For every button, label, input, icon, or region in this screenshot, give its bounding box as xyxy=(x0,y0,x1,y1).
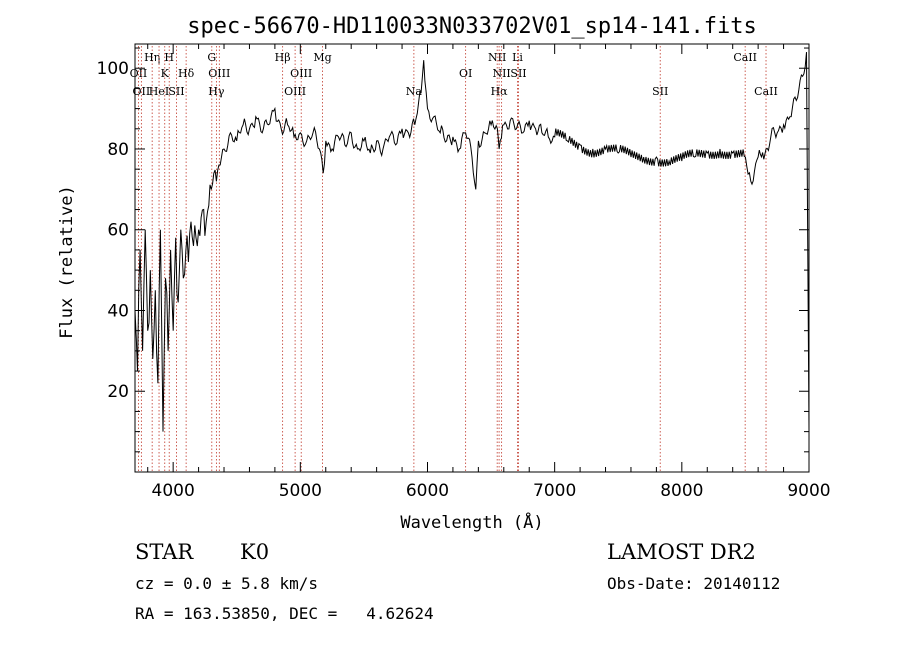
line-marker-label: Na xyxy=(406,85,423,98)
x-tick-label: 5000 xyxy=(279,481,322,501)
line-marker-label: HeI xyxy=(149,85,169,98)
object-class: STAR xyxy=(135,540,194,564)
y-axis-label: Flux (relative) xyxy=(57,185,77,339)
x-tick-label: 9000 xyxy=(787,481,830,501)
line-marker-label: SII xyxy=(510,67,526,80)
line-marker-label: Hβ xyxy=(275,51,291,64)
line-marker-label: K xyxy=(161,67,170,80)
line-marker-label: Hδ xyxy=(178,67,195,80)
chart-title: spec-56670-HD110033N033702V01_sp14-141.f… xyxy=(187,14,757,39)
line-marker-label: Hη xyxy=(144,51,160,64)
plot-frame xyxy=(134,43,810,473)
x-tick-label: 6000 xyxy=(406,481,449,501)
line-marker-label: G xyxy=(207,51,216,64)
object-subclass: K0 xyxy=(240,540,270,564)
line-marker-label: Li xyxy=(512,51,523,64)
observation-date: Obs-Date: 20140112 xyxy=(607,574,781,593)
coordinates-readout: RA = 163.53850, DEC = 4.62624 xyxy=(135,604,434,623)
line-marker-label: H xyxy=(164,51,174,64)
spectrum-plot: spec-56670-HD110033N033702V01_sp14-141.f… xyxy=(57,14,831,533)
x-axis-label: Wavelength (Å) xyxy=(400,511,543,533)
x-tick-label: 8000 xyxy=(660,481,703,501)
line-marker-label: Mg xyxy=(313,51,331,64)
line-marker-label: Hα xyxy=(491,85,509,98)
x-tick-label: 4000 xyxy=(152,481,195,501)
line-marker-label: NII xyxy=(492,67,510,80)
line-marker-label: OII xyxy=(130,67,148,80)
y-tick-label: 80 xyxy=(107,140,129,160)
line-marker-label: SII xyxy=(652,85,668,98)
y-tick-label: 60 xyxy=(107,221,129,241)
line-marker-label: CaII xyxy=(733,51,757,64)
y-tick-label: 40 xyxy=(107,301,129,321)
line-marker-label: SII xyxy=(168,85,184,98)
line-marker-label: Hγ xyxy=(208,85,225,98)
survey-name: LAMOST DR2 xyxy=(607,540,756,564)
y-tick-label: 20 xyxy=(107,382,129,402)
x-tick-label: 7000 xyxy=(533,481,576,501)
line-marker-label: OI xyxy=(459,67,472,80)
y-tick-label: 100 xyxy=(97,59,129,79)
line-marker-label: CaII xyxy=(754,85,778,98)
line-marker-label: NII xyxy=(488,51,506,64)
redshift-readout: cz = 0.0 ± 5.8 km/s xyxy=(135,574,319,593)
line-marker-label: OIII xyxy=(284,85,306,98)
line-marker-label: OIII xyxy=(208,67,230,80)
line-marker-label: OIII xyxy=(290,67,312,80)
spectrum-line xyxy=(134,52,810,432)
